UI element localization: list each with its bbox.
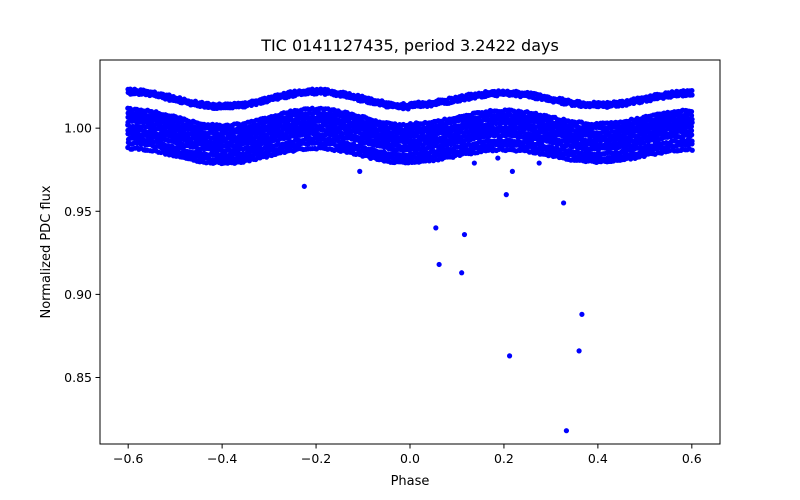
outlier-point bbox=[459, 270, 465, 276]
outlier-point bbox=[506, 353, 513, 359]
outlier-point bbox=[548, 150, 554, 156]
outlier-point bbox=[433, 225, 439, 231]
data-point bbox=[689, 87, 695, 94]
y-tick-label: 0.90 bbox=[64, 287, 92, 302]
data-points bbox=[125, 86, 695, 434]
x-tick-label: 0.0 bbox=[400, 451, 420, 466]
outlier-point bbox=[560, 200, 567, 206]
light-curve-band bbox=[125, 122, 695, 146]
x-tick-label: −0.2 bbox=[301, 451, 331, 466]
x-tick-label: 0.4 bbox=[588, 451, 608, 466]
outlier-point bbox=[301, 183, 307, 189]
x-tick-label: 0.6 bbox=[682, 451, 702, 466]
outlier-point bbox=[579, 311, 585, 317]
data-point bbox=[689, 147, 695, 153]
x-axis-label: Phase bbox=[391, 474, 430, 489]
data-point bbox=[689, 92, 695, 98]
data-point bbox=[688, 108, 695, 115]
y-axis: 0.85 0.90 0.95 1.00 bbox=[64, 121, 100, 385]
outlier-point bbox=[509, 168, 515, 174]
data-point bbox=[689, 138, 695, 144]
outlier-point bbox=[471, 160, 477, 166]
x-axis: −0.6 −0.4 −0.2 0.0 0.2 0.4 0.6 bbox=[113, 444, 702, 466]
outlier-point bbox=[495, 155, 501, 161]
x-tick-label: −0.6 bbox=[113, 451, 143, 466]
y-axis-label: Normalized PDC flux bbox=[39, 185, 54, 318]
outlier-point bbox=[357, 168, 363, 174]
data-point bbox=[688, 112, 695, 119]
outlier-point bbox=[436, 261, 442, 268]
data-point bbox=[688, 123, 695, 130]
outlier-point bbox=[503, 192, 509, 198]
y-tick-label: 0.85 bbox=[64, 370, 92, 385]
outlier-point bbox=[576, 348, 582, 354]
y-tick-label: 0.95 bbox=[64, 204, 92, 219]
outlier-point bbox=[536, 160, 542, 166]
light-curve-band bbox=[125, 105, 695, 129]
chart-title: TIC 0141127435, period 3.2422 days bbox=[260, 36, 559, 55]
y-tick-label: 1.00 bbox=[64, 121, 92, 136]
x-tick-label: −0.4 bbox=[207, 451, 237, 466]
outlier-point bbox=[461, 231, 468, 238]
x-tick-label: 0.2 bbox=[494, 451, 514, 466]
light-curve-band bbox=[125, 86, 695, 108]
outlier-point bbox=[563, 428, 570, 434]
